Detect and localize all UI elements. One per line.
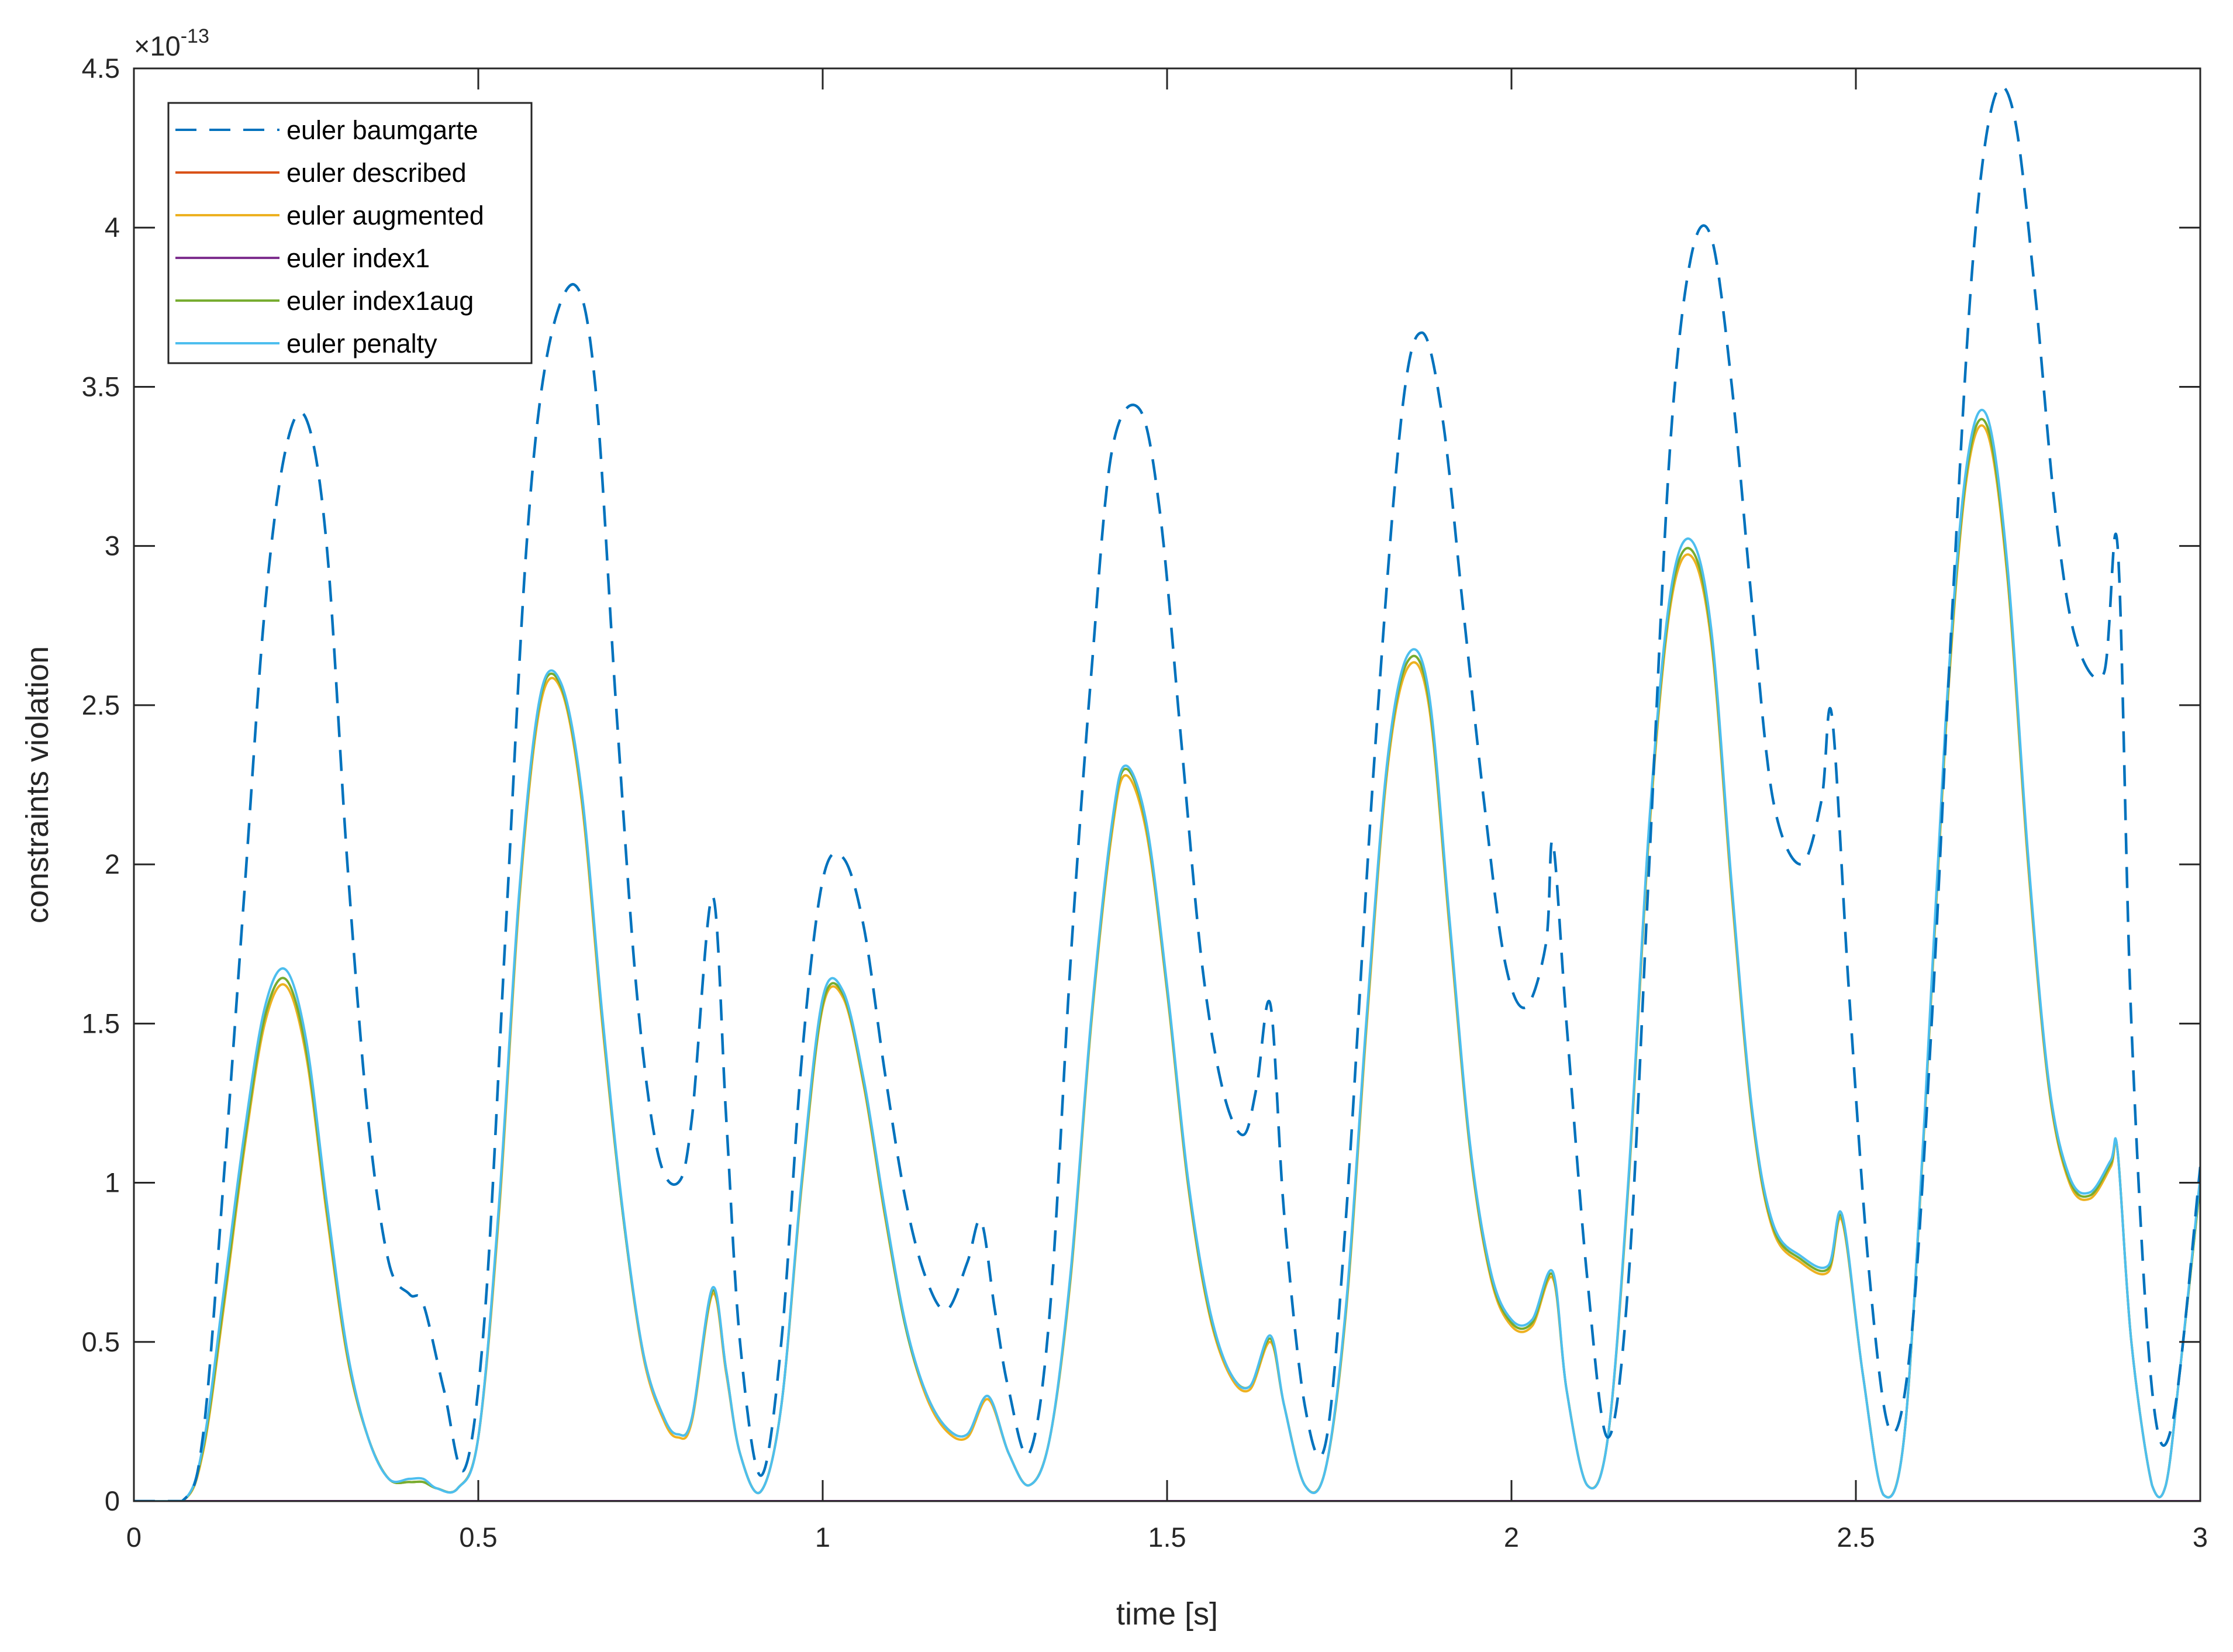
legend-entries: euler baumgarte euler described euler augm… — [175, 115, 484, 358]
y-scale-power: -13 — [181, 25, 209, 47]
legend-label: euler baumgarte — [287, 115, 478, 145]
y-tick-label: 4.5 — [82, 53, 120, 84]
plot-frame — [133, 67, 2201, 1502]
y-scale-multiplier: ×10-13 — [134, 25, 209, 61]
y-axis-title: constraints violation — [20, 646, 55, 923]
y-tick-label: 2 — [105, 849, 120, 880]
x-tick-label: 1 — [815, 1522, 830, 1553]
x-tick-label: 0.5 — [459, 1522, 497, 1553]
legend-label: euler index1aug — [287, 286, 474, 316]
y-tick-label: 0.5 — [82, 1326, 120, 1357]
series-layer — [134, 85, 2200, 1501]
x-tick-label: 3 — [2193, 1522, 2208, 1553]
legend-box — [167, 102, 533, 364]
x-tick-label: 0 — [126, 1522, 141, 1553]
x-tick-labels: 0 0.5 1 1.5 2 2.5 3 — [126, 1522, 2208, 1553]
legend-label: euler augmented — [287, 201, 484, 230]
y-tick-label: 4 — [105, 212, 120, 243]
y-scale-base: ×10 — [134, 30, 181, 61]
y-tick-label: 2.5 — [82, 689, 120, 720]
y-tick-labels: 0 0.5 1 1.5 2 2.5 3 3.5 4 4.5 — [82, 53, 120, 1516]
y-tick-label: 1.5 — [82, 1008, 120, 1039]
y-tick-label: 3 — [105, 530, 120, 561]
legend-label: euler penalty — [287, 329, 437, 358]
legend-label: euler described — [287, 158, 467, 188]
y-tick-label: 1 — [105, 1167, 120, 1198]
legend-label: euler index1 — [287, 243, 430, 273]
y-tick-label: 3.5 — [82, 371, 120, 402]
x-tick-label: 2 — [1504, 1522, 1519, 1553]
series-clip-group — [134, 85, 2200, 1501]
y-tick-label: 0 — [105, 1485, 120, 1516]
series-line-euler-baumgarte — [134, 85, 2200, 1501]
x-tick-label: 2.5 — [1837, 1522, 1875, 1553]
x-tick-label: 1.5 — [1148, 1522, 1186, 1553]
x-axis-title: time [s] — [1116, 1596, 1218, 1632]
legend: euler baumgarte euler described euler augm… — [167, 102, 533, 364]
